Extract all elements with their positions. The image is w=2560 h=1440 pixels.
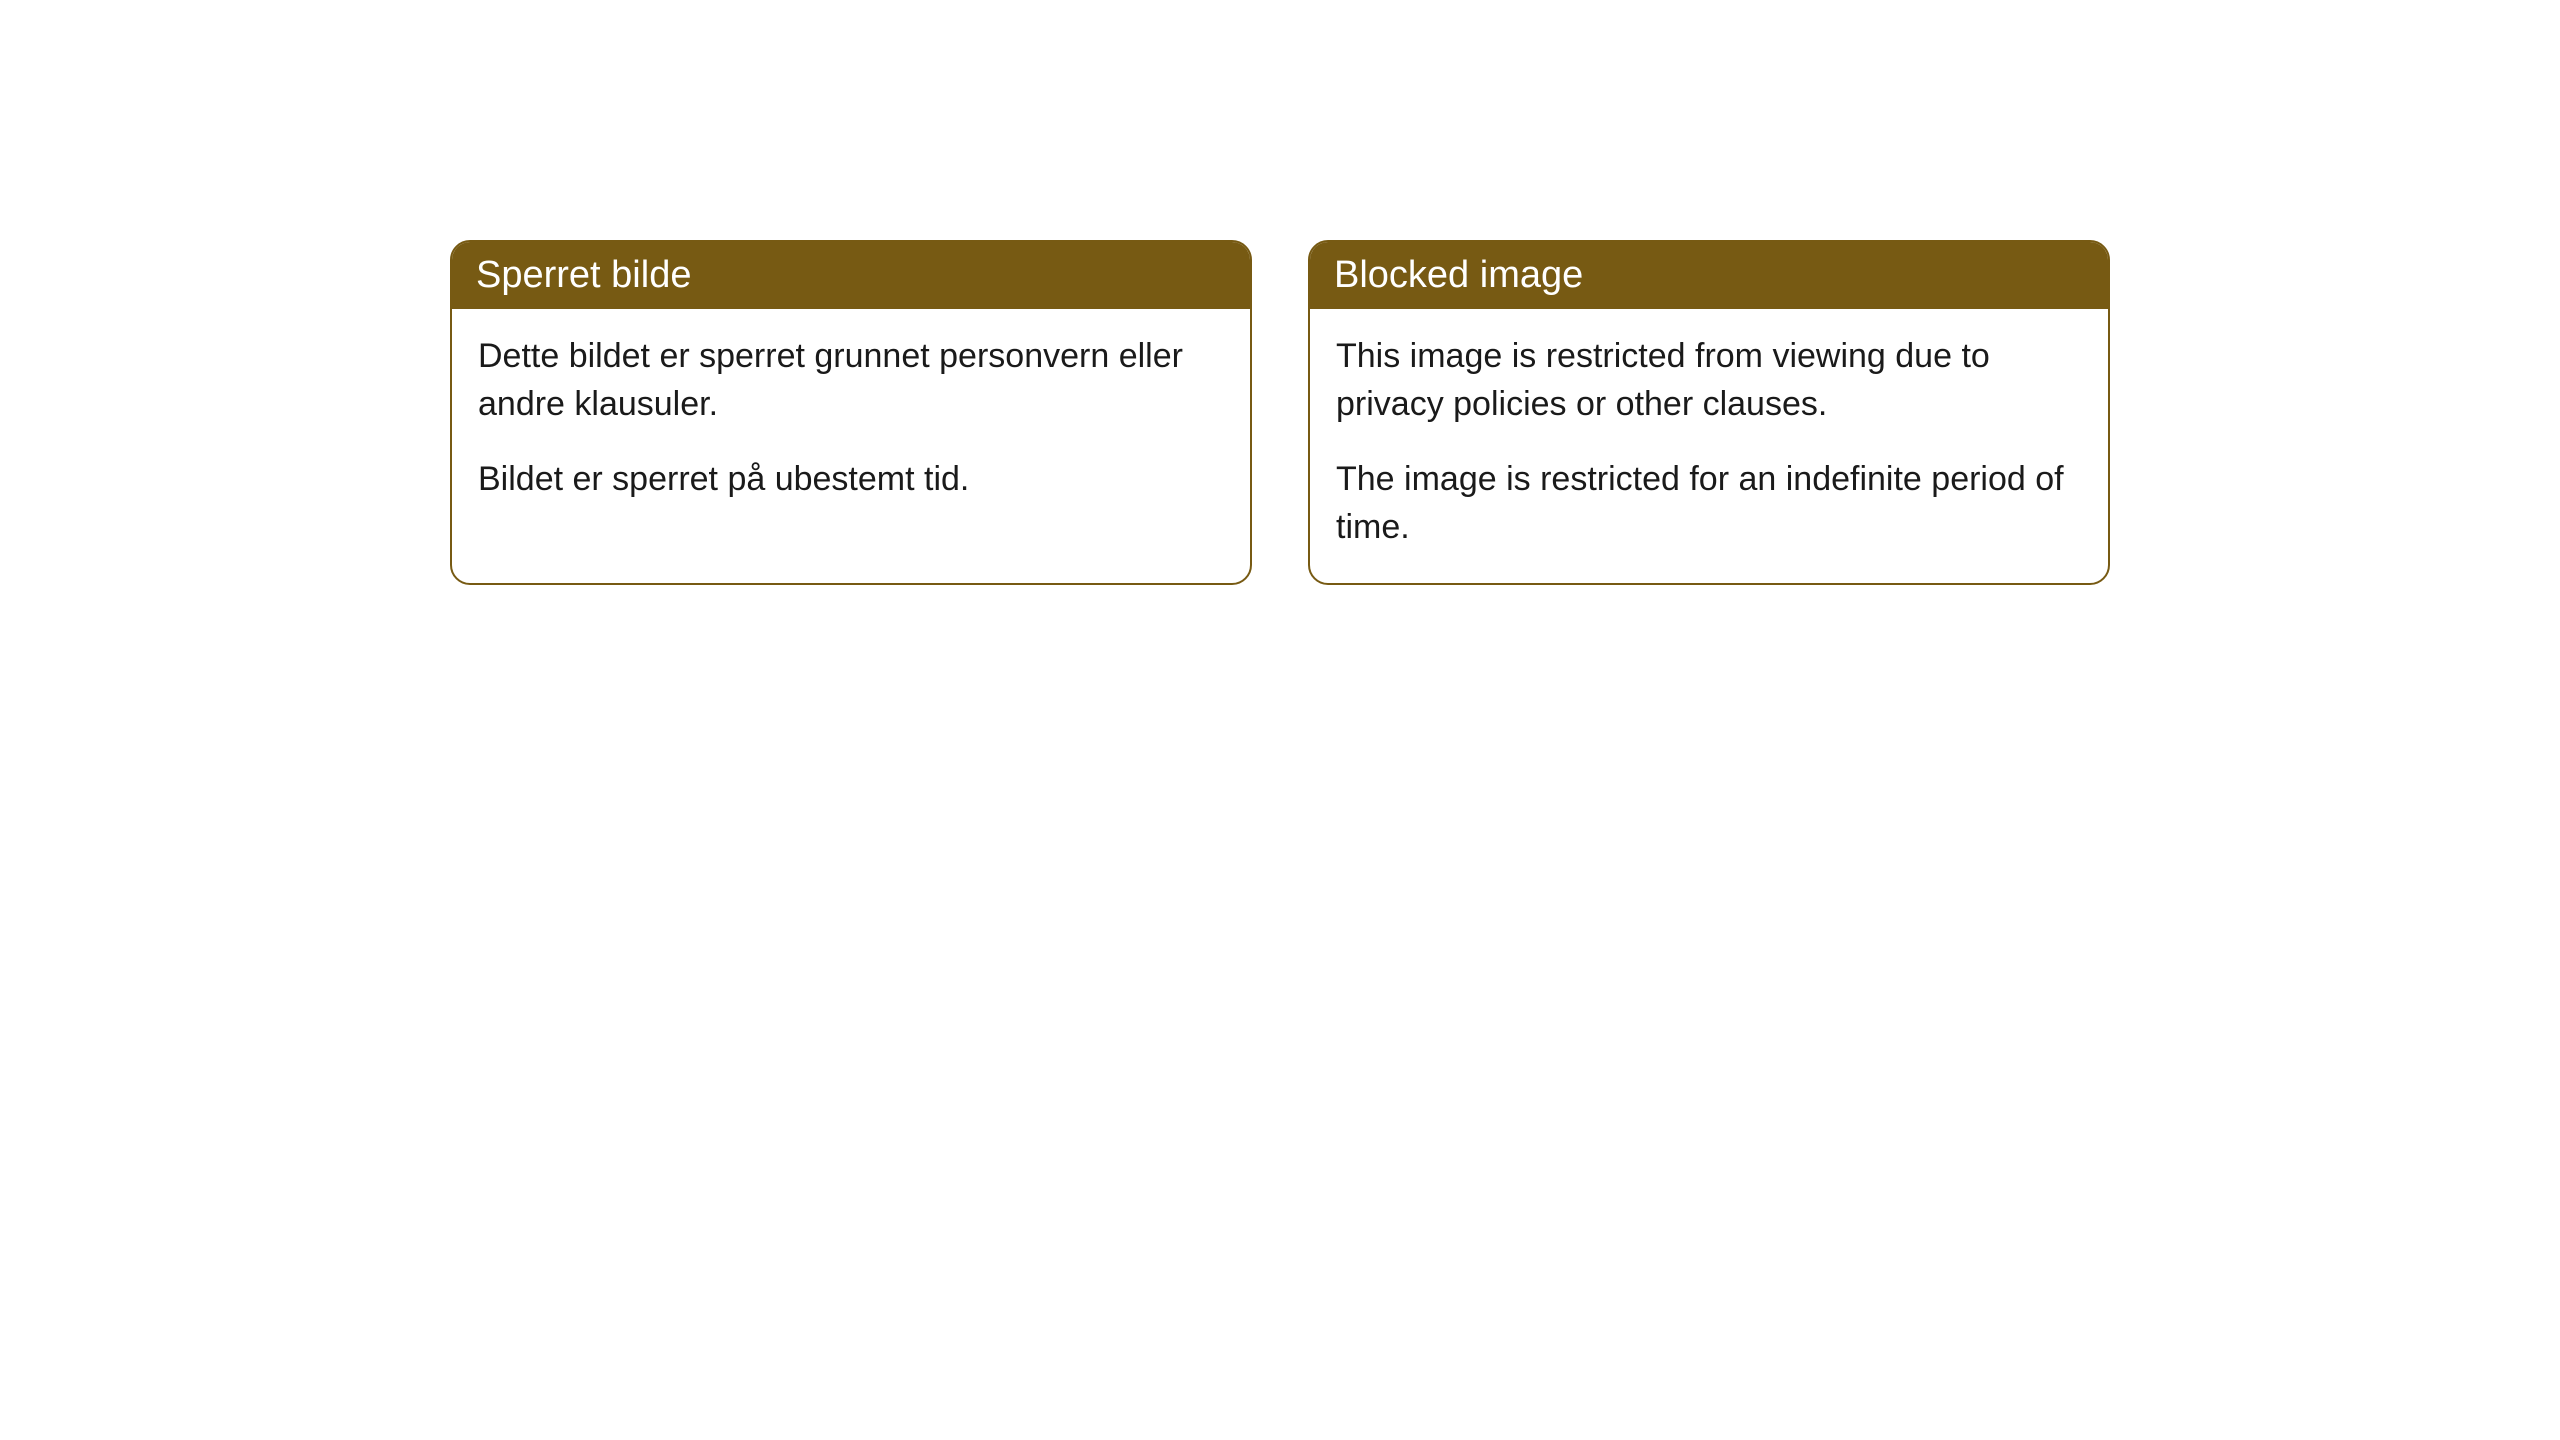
card-body: Dette bildet er sperret grunnet personve…: [452, 309, 1250, 536]
card-title: Sperret bilde: [476, 254, 691, 296]
notice-card-english: Blocked image This image is restricted f…: [1308, 240, 2110, 585]
card-body: This image is restricted from viewing du…: [1310, 309, 2108, 583]
card-paragraph: This image is restricted from viewing du…: [1336, 333, 2082, 428]
card-paragraph: The image is restricted for an indefinit…: [1336, 456, 2082, 551]
notice-card-norwegian: Sperret bilde Dette bildet er sperret gr…: [450, 240, 1252, 585]
card-header: Sperret bilde: [452, 242, 1250, 309]
card-header: Blocked image: [1310, 242, 2108, 309]
card-paragraph: Bildet er sperret på ubestemt tid.: [478, 456, 1224, 504]
notice-cards-container: Sperret bilde Dette bildet er sperret gr…: [450, 240, 2110, 585]
card-paragraph: Dette bildet er sperret grunnet personve…: [478, 333, 1224, 428]
card-title: Blocked image: [1334, 254, 1583, 296]
